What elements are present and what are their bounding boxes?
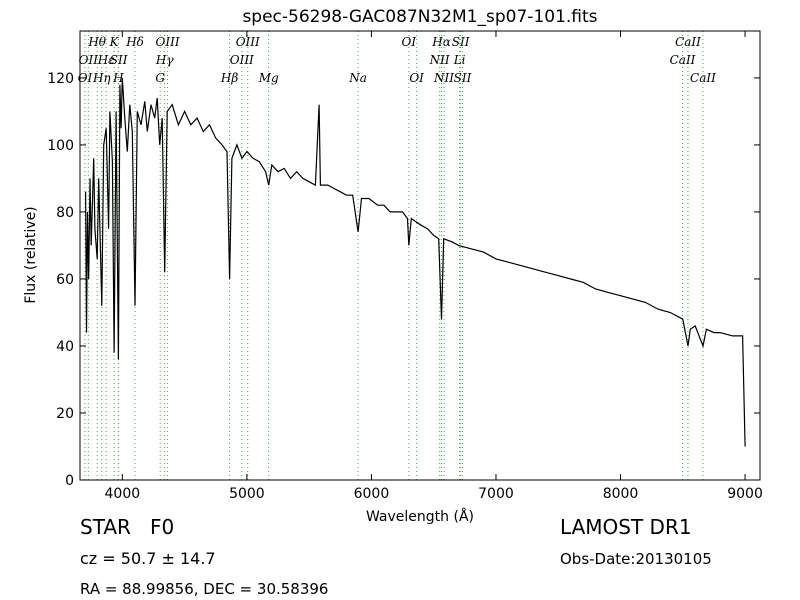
spectral-line-label: CaII [690,71,716,85]
spectral-line-label: Hε [97,53,115,67]
spectral-line-label: Hα [431,35,451,49]
spectral-line-label: Mg [258,71,279,85]
spectral-line-label: Hβ [220,71,238,85]
obs-date: Obs-Date:20130105 [560,550,712,568]
spectral-line-label: Hθ [87,35,106,49]
spectrum-line [85,77,746,447]
chart-title: spec-56298-GAC087N32M1_sp07-101.fits [242,7,597,27]
spectral-line-label: SII [452,35,470,49]
y-tick-label: 120 [47,71,74,87]
spectral-line-label: OI [402,35,417,49]
spectral-line-label: OIII [230,53,254,67]
spectral-line-label: OII [79,53,99,67]
redshift: cz = 50.7 ± 14.7 [80,549,216,568]
spectral-line-label: K [109,35,120,49]
spectral-line-label: OIII [156,35,180,49]
spectral-line-label: CaII [675,35,701,49]
spectral-line-label: Hδ [125,35,144,49]
plot-frame [79,30,761,481]
y-tick-label: 40 [56,339,74,355]
spectral-line-label: Li [453,53,466,67]
y-tick-label: 20 [56,406,74,422]
x-axis-label: Wavelength (Å) [366,508,474,525]
y-tick-label: 100 [47,138,74,154]
y-tick-label: 60 [56,272,74,288]
survey: LAMOST DR1 [560,515,692,539]
y-tick-label: 80 [56,205,74,221]
x-tick-label: 5000 [229,486,265,502]
x-tick-label: 9000 [727,486,763,502]
x-tick-label: 4000 [105,486,141,502]
coordinates: RA = 88.99856, DEC = 30.58396 [80,580,328,598]
spectral-line-label: Hη [92,71,111,85]
spectral-line-label: H [112,71,124,85]
x-tick-label: 7000 [478,486,514,502]
x-tick-label: 8000 [603,486,639,502]
x-tick-label: 6000 [354,486,390,502]
spectral-line-label: NII [429,53,450,67]
spectral-line-label: OI [409,71,424,85]
object-class: STAR F0 [80,515,174,539]
spectral-line-label: OIII [236,35,260,49]
spectral-line-label: SII [454,71,472,85]
spectral-line-label: CaII [670,53,696,67]
y-axis-label: Flux (relative) [23,206,39,303]
y-tick-label: 0 [65,473,74,489]
spectral-line-label: G [155,71,165,85]
spectral-line-label: NII [433,71,454,85]
spectral-line-label: Na [348,71,367,85]
spectral-line-label: Hγ [155,53,174,67]
